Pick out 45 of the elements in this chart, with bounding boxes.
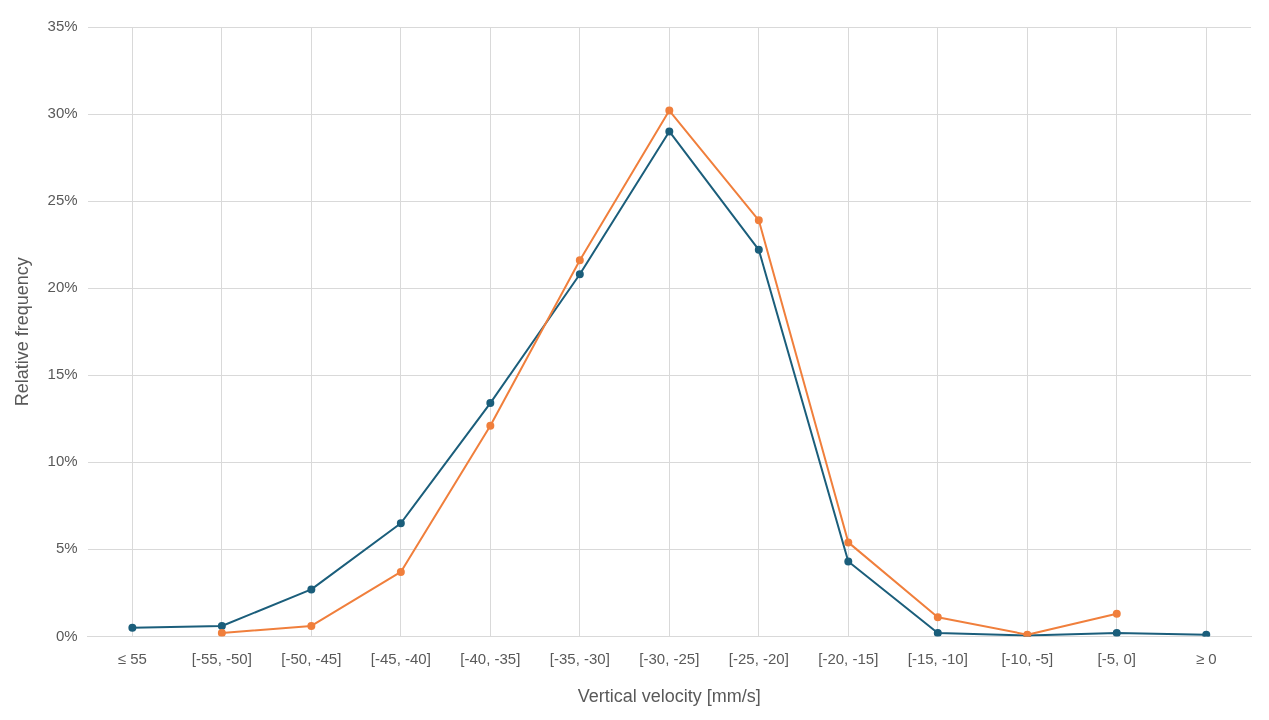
point <box>933 613 942 622</box>
point <box>217 621 226 630</box>
point <box>754 216 763 225</box>
point <box>307 621 316 630</box>
point <box>575 256 584 265</box>
y-tick-label: 10% <box>47 452 78 470</box>
x-tick-label: [-45, -40] <box>370 649 431 667</box>
point <box>665 127 674 136</box>
y-axis-title: Relative frequency <box>11 257 32 407</box>
point <box>128 623 137 632</box>
x-tick-label: [-40, -35] <box>460 649 521 667</box>
x-axis-title: Vertical velocity [mm/s] <box>577 686 761 707</box>
x-tick-label: [-25, -20] <box>728 649 789 667</box>
y-tick-label: 30% <box>47 104 78 122</box>
x-tick-label: [-10, -5] <box>1001 649 1054 667</box>
point <box>396 519 405 528</box>
x-tick-label: [-15, -10] <box>907 649 968 667</box>
y-tick-label: 15% <box>47 365 78 383</box>
point <box>1202 630 1211 637</box>
point <box>1112 609 1121 618</box>
point <box>1112 628 1121 637</box>
point <box>486 421 495 430</box>
x-tick-label: ≥ 0 <box>1195 649 1217 667</box>
x-tick-label: ≤ 55 <box>117 649 147 667</box>
point <box>754 245 763 254</box>
x-tick-label: [-55, -50] <box>191 649 252 667</box>
y-tick-label: 20% <box>47 278 78 296</box>
point <box>217 628 226 637</box>
y-tick-label: 25% <box>47 191 78 209</box>
x-tick-label: [-35, -30] <box>549 649 610 667</box>
point <box>575 270 584 279</box>
point <box>844 538 853 547</box>
point <box>396 567 405 576</box>
point <box>486 399 495 408</box>
x-tick-label: [-50, -45] <box>281 649 342 667</box>
x-tick-label: [-20, -15] <box>818 649 879 667</box>
point <box>307 585 316 594</box>
point <box>665 106 674 115</box>
y-tick-label: 35% <box>47 17 78 35</box>
point <box>933 628 942 637</box>
y-tick-label: 0% <box>55 626 78 644</box>
x-tick-label: [-30, -25] <box>639 649 700 667</box>
y-tick-label: 5% <box>55 539 78 557</box>
x-tick-label: [-5, 0] <box>1097 649 1136 667</box>
point <box>844 557 853 566</box>
